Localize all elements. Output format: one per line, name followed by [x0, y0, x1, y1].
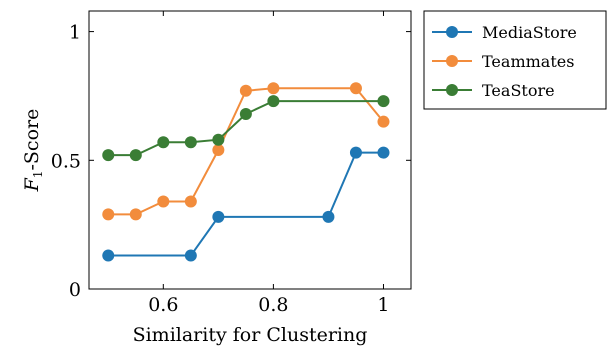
data-point — [377, 146, 390, 159]
y-axis-label-subscript: 1 — [31, 171, 45, 179]
plot-frame — [88, 10, 412, 290]
data-point — [239, 84, 252, 97]
x-tick-label: 0.8 — [258, 294, 288, 316]
data-point — [239, 107, 252, 120]
data-point — [157, 136, 170, 149]
data-point — [349, 82, 362, 95]
series-teastore — [102, 95, 390, 162]
data-point — [129, 208, 142, 221]
data-point — [212, 133, 225, 146]
legend-label: Teammates — [482, 52, 574, 71]
legend-label: MediaStore — [482, 23, 577, 42]
data-point — [102, 249, 115, 262]
series-layer — [102, 82, 390, 262]
data-point — [377, 95, 390, 108]
data-point — [184, 136, 197, 149]
series-teammates — [102, 82, 390, 221]
x-tick-label: 0.6 — [148, 294, 178, 316]
data-point — [184, 249, 197, 262]
legend: MediaStore Teammates TeaStore — [423, 10, 607, 110]
data-point — [157, 195, 170, 208]
y-tick-label: 0 — [69, 279, 81, 301]
legend-item: MediaStore — [432, 23, 577, 42]
x-tick-label: 1 — [377, 294, 389, 316]
y-axis-label-main: F — [21, 177, 43, 192]
data-point — [267, 95, 280, 108]
data-point — [102, 149, 115, 162]
data-point — [322, 210, 335, 223]
legend-swatch-marker — [446, 26, 458, 38]
data-point — [349, 146, 362, 159]
legend-item: TeaStore — [432, 81, 555, 100]
x-axis-label: Similarity for Clustering — [133, 324, 368, 346]
data-point — [212, 144, 225, 156]
y-axis-label: F1-Score — [21, 109, 45, 193]
legend-label: TeaStore — [482, 81, 555, 100]
y-axis-label-rest: -Score — [21, 109, 43, 171]
series-mediastore — [102, 146, 390, 262]
y-tick-label: 1 — [69, 22, 81, 44]
data-point — [102, 208, 115, 221]
legend-swatch-marker — [446, 84, 458, 96]
series-line — [108, 151, 384, 257]
data-point — [267, 82, 280, 95]
x-axis-ticks: 0.6 0.8 1 — [148, 11, 390, 316]
data-point — [212, 210, 225, 223]
y-axis-ticks: 00.51 — [51, 22, 411, 301]
y-tick-label: 0.5 — [51, 150, 81, 172]
data-point — [129, 149, 142, 162]
legend-item: Teammates — [432, 52, 574, 71]
series-line — [108, 87, 385, 216]
data-point — [377, 115, 390, 128]
legend-swatch-marker — [446, 55, 458, 67]
data-point — [184, 195, 197, 208]
